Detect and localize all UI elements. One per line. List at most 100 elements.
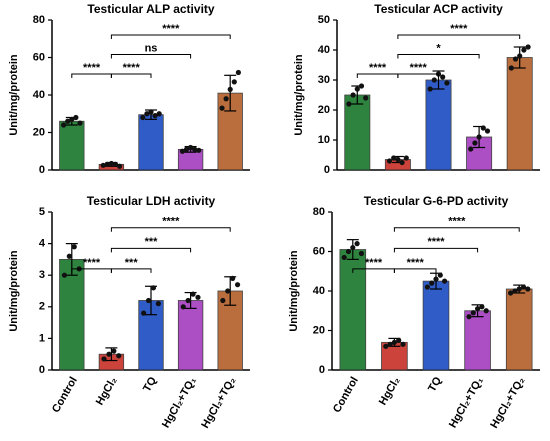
data-point (77, 120, 83, 126)
data-point (466, 314, 472, 320)
y-tick-label: 20 (33, 126, 45, 138)
significance-bracket (393, 227, 520, 232)
bar (177, 300, 204, 371)
data-point (470, 310, 476, 316)
y-tick-label: 50 (318, 14, 330, 26)
y-axis-label: Unit/mg/protein (8, 250, 20, 332)
data-point (387, 341, 393, 347)
data-point (192, 146, 198, 152)
data-point (116, 163, 123, 169)
significance-bracket (110, 34, 231, 39)
data-point (108, 160, 114, 167)
data-point (517, 53, 523, 59)
data-point (403, 155, 409, 161)
data-point (71, 244, 77, 250)
significance-label: **** (162, 216, 180, 228)
chart-title: Testicular LDH activity (87, 194, 216, 208)
data-point (150, 285, 157, 291)
data-point (429, 280, 435, 286)
data-point (512, 56, 519, 62)
x-tick-label: HgCl₂ (94, 375, 120, 408)
data-point (230, 275, 236, 281)
data-point (427, 86, 433, 92)
significance-bracket (110, 247, 192, 253)
significance-label: **** (369, 62, 387, 74)
y-tick-label: 0 (39, 364, 45, 376)
y-tick-label: 40 (33, 89, 45, 101)
data-point (104, 161, 110, 167)
data-point (480, 125, 486, 131)
y-axis-label: Unit/mg/protein (8, 54, 20, 136)
significance-label: **** (450, 23, 468, 35)
data-point (512, 288, 518, 294)
data-point (152, 113, 158, 119)
data-point (223, 96, 229, 102)
data-point (106, 351, 112, 357)
data-point (525, 44, 531, 50)
y-tick-label: 60 (313, 245, 325, 257)
data-point (472, 140, 478, 146)
data-point (220, 297, 226, 304)
y-tick-label: 80 (33, 14, 45, 26)
x-tick-label: HgCl₂+TQ₁ (160, 375, 199, 431)
y-tick-label: 0 (319, 364, 325, 376)
data-point (444, 80, 450, 86)
data-point (437, 272, 443, 278)
significance-label: ns (145, 42, 158, 54)
data-point (476, 134, 482, 140)
data-point (484, 128, 491, 134)
data-point (475, 306, 481, 312)
data-point (525, 286, 531, 292)
bar (339, 249, 367, 371)
significance-bracket (397, 34, 521, 39)
significance-label: * (436, 42, 441, 54)
x-tick-label: HgCl₂+TQ₁ (447, 375, 486, 431)
data-point (144, 111, 150, 117)
x-tick-label: HgCl₂+TQ₂ (488, 375, 527, 431)
significance-label: **** (407, 257, 425, 269)
significance-bracket (393, 247, 479, 253)
data-point (155, 301, 161, 307)
data-point (156, 111, 162, 117)
data-point (183, 146, 190, 152)
data-point (346, 101, 352, 107)
data-point (235, 69, 241, 76)
y-tick-label: 0 (324, 164, 330, 176)
significance-label: **** (123, 62, 141, 74)
data-point (396, 337, 402, 343)
bar (505, 288, 533, 371)
bar (138, 114, 164, 171)
significance-bracket (397, 73, 439, 78)
data-point (358, 250, 364, 257)
bar (506, 57, 533, 171)
chart-title: Testicular G-6-PD activity (364, 194, 509, 208)
data-point (180, 304, 186, 310)
bar (425, 79, 452, 171)
y-tick-label: 5 (39, 206, 45, 218)
bar (59, 258, 85, 371)
x-tick-label: TQ (141, 375, 159, 395)
data-point (225, 288, 231, 294)
significance-label: **** (83, 257, 101, 269)
y-axis-label: Unit/mg/protein (293, 54, 305, 136)
data-point (179, 148, 186, 154)
data-point (140, 114, 146, 121)
data-point (195, 294, 201, 300)
significance-label: **** (410, 62, 428, 74)
x-tick-label: HgCl₂+TQ₂ (199, 375, 238, 431)
data-point (188, 144, 194, 151)
data-point (431, 77, 437, 83)
data-point (111, 348, 117, 354)
significance-label: **** (365, 257, 383, 269)
data-point (391, 339, 397, 345)
data-point (383, 343, 389, 349)
x-tick-label: Control (331, 375, 361, 415)
data-point (234, 282, 241, 288)
significance-label: **** (427, 236, 445, 248)
x-tick-label: HgCl₂ (377, 375, 403, 408)
data-point (341, 254, 347, 261)
data-point (395, 156, 401, 163)
chart-title: Testicular ALP activity (87, 2, 214, 16)
data-point (65, 118, 71, 124)
